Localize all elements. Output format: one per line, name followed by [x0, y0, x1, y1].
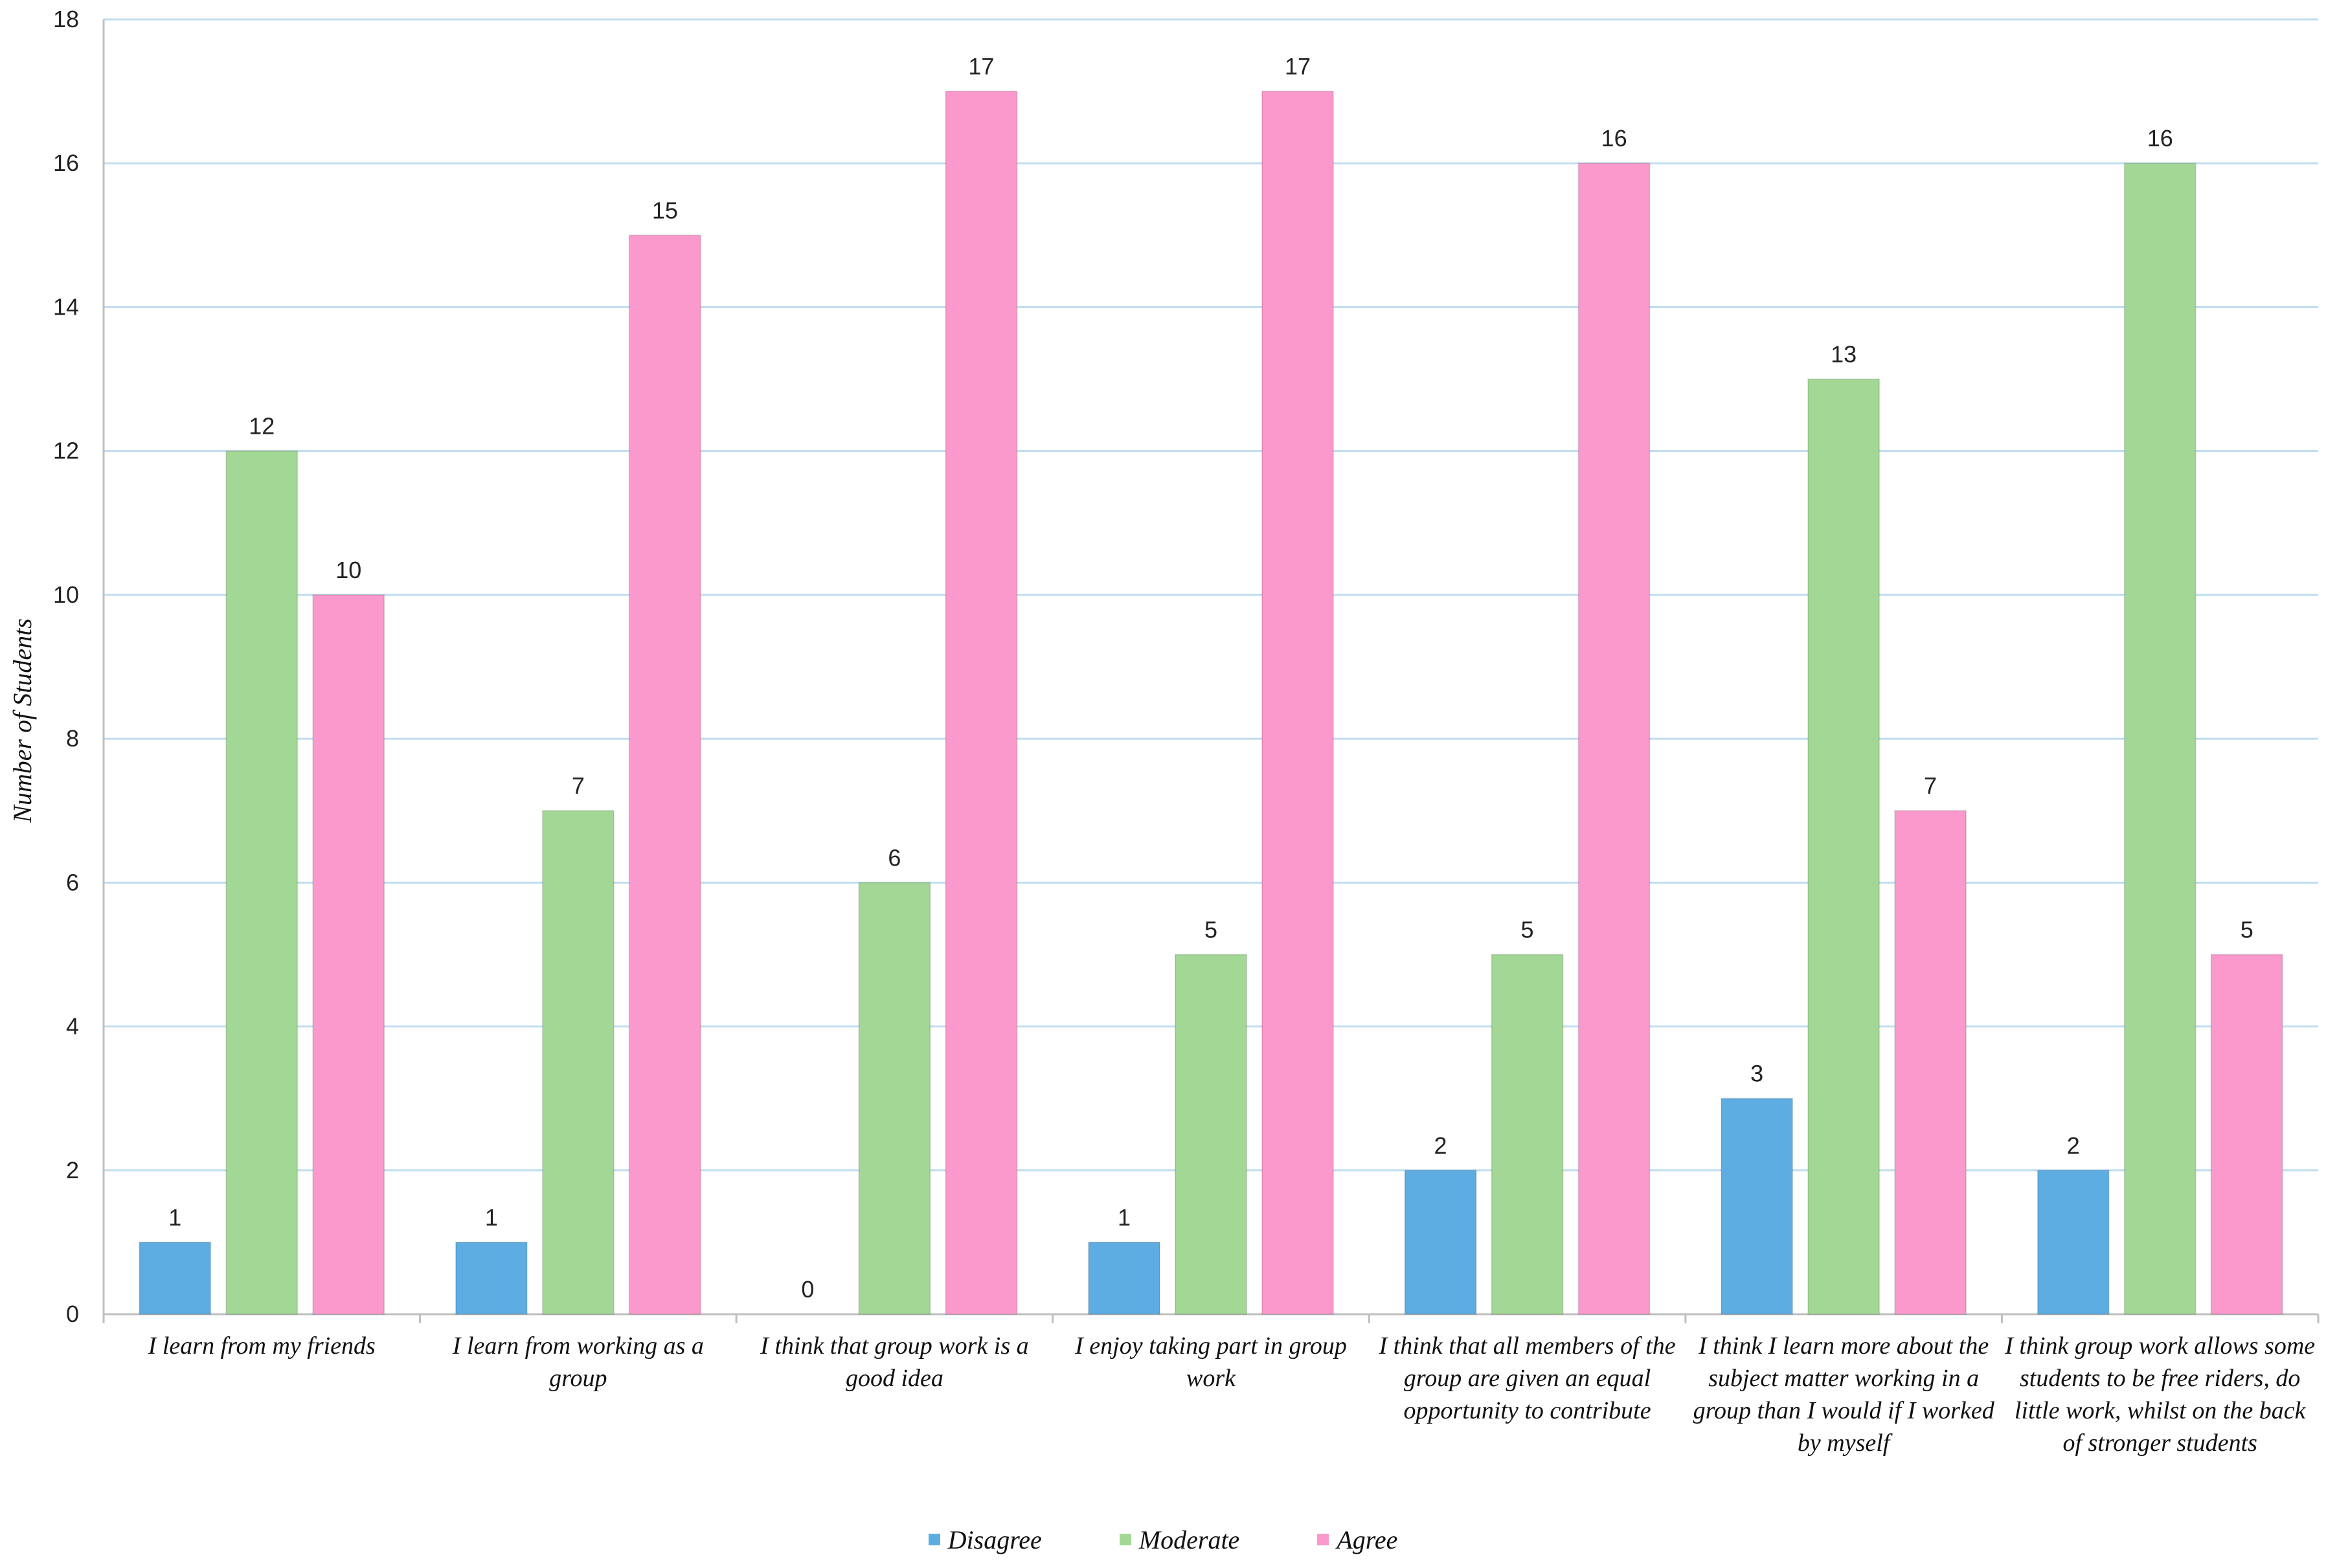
category-label-3: I think that group work is a good idea [760, 1332, 1029, 1392]
category-label-7: I think group work allows some students … [2005, 1332, 2316, 1457]
y-tick-label: 6 [66, 869, 79, 895]
data-label-agree-5: 16 [1601, 125, 1627, 151]
y-tick-label: 16 [53, 150, 79, 176]
bar-disagree-4 [1088, 1241, 1160, 1316]
y-tick-label: 4 [66, 1013, 79, 1040]
data-label-moderate-4: 5 [1204, 916, 1217, 943]
legend: Disagree Moderate Agree [0, 1520, 2326, 1559]
category-label-1: I learn from my friends [148, 1332, 376, 1360]
data-label-moderate-2: 7 [572, 772, 585, 799]
legend-label-agree: Agree [1337, 1525, 1398, 1554]
data-label-moderate-1: 12 [249, 413, 275, 440]
legend-swatch-agree [1317, 1534, 1329, 1545]
data-label-agree-1: 10 [335, 557, 361, 583]
data-label-agree-4: 17 [1285, 53, 1311, 80]
bar-disagree-1 [139, 1241, 212, 1316]
bar-moderate-3 [858, 882, 931, 1316]
data-label-agree-2: 15 [652, 197, 678, 223]
data-label-disagree-6: 3 [1750, 1060, 1763, 1087]
y-tick-label: 10 [53, 581, 79, 608]
data-label-disagree-3: 0 [801, 1276, 814, 1303]
bars [139, 91, 2283, 1316]
bar-agree-5 [1577, 162, 1651, 1316]
gridlines [104, 18, 2318, 1172]
data-label-moderate-3: 6 [888, 844, 901, 871]
legend-item-moderate: Moderate [1119, 1525, 1240, 1555]
bar-moderate-6 [1807, 378, 1880, 1315]
data-label-agree-6: 7 [1924, 772, 1937, 799]
data-label-disagree-2: 1 [485, 1204, 498, 1231]
bar-agree-4 [1261, 91, 1334, 1316]
data-label-agree-7: 5 [2241, 916, 2253, 943]
legend-label-moderate: Moderate [1138, 1525, 1240, 1554]
bar-moderate-2 [541, 810, 615, 1315]
data-label-disagree-4: 1 [1118, 1204, 1131, 1231]
legend-item-disagree: Disagree [928, 1525, 1042, 1555]
y-tick-label: 12 [53, 438, 79, 464]
y-tick-label: 18 [53, 6, 79, 32]
category-label-6: I think I learn more about the subject m… [1693, 1332, 1994, 1457]
data-label-agree-3: 17 [968, 53, 994, 80]
category-label-4: I enjoy taking part in group work [1075, 1332, 1347, 1392]
legend-swatch-disagree [928, 1534, 940, 1545]
y-tick-label: 14 [53, 293, 79, 320]
bar-agree-2 [628, 234, 701, 1315]
data-label-disagree-7: 2 [2067, 1132, 2080, 1159]
bar-disagree-2 [455, 1241, 528, 1316]
data-label-moderate-5: 5 [1521, 916, 1534, 943]
bar-moderate-1 [225, 450, 299, 1316]
bar-disagree-5 [1404, 1169, 1477, 1316]
bar-moderate-4 [1175, 954, 1247, 1315]
category-label-2: I learn from working as a group [452, 1332, 704, 1392]
category-label-5: I think that all members of the group ar… [1379, 1332, 1676, 1424]
data-label-disagree-5: 2 [1434, 1132, 1447, 1159]
y-tick-label: 2 [66, 1157, 79, 1183]
bar-agree-7 [2210, 954, 2283, 1315]
bar-agree-1 [312, 594, 385, 1315]
bar-moderate-5 [1491, 954, 1564, 1315]
bar-disagree-6 [1721, 1097, 1794, 1315]
bar-moderate-7 [2123, 162, 2196, 1316]
y-tick-label: 0 [66, 1301, 79, 1327]
bar-agree-6 [1894, 810, 1967, 1315]
legend-swatch-moderate [1119, 1534, 1131, 1545]
bar-disagree-7 [2037, 1169, 2110, 1316]
bar-agree-3 [945, 91, 1018, 1316]
data-label-disagree-1: 1 [168, 1204, 181, 1231]
legend-label-disagree: Disagree [947, 1525, 1042, 1554]
data-label-moderate-7: 16 [2147, 125, 2173, 151]
data-label-moderate-6: 13 [1831, 341, 1857, 368]
y-tick-label: 8 [66, 725, 79, 752]
legend-item-agree: Agree [1317, 1525, 1397, 1555]
y-axis-title: Number of Students [8, 618, 37, 823]
